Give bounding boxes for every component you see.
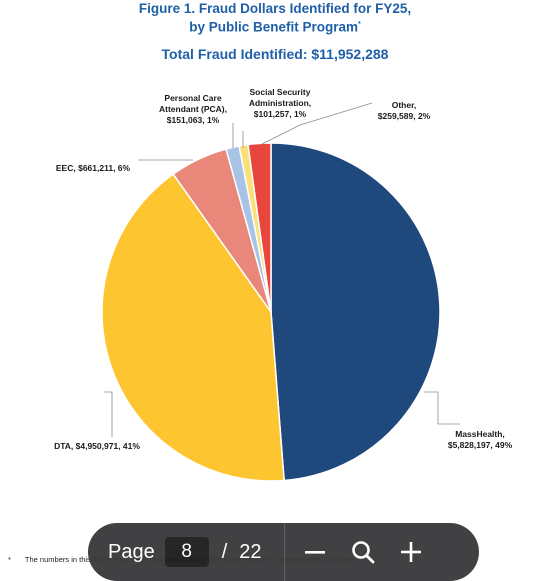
data-label-social-security-administration: Social Security Administration, $101,257, … (249, 87, 311, 119)
magnifier-icon (351, 541, 374, 564)
data-label-other: Other, $259,589, 2% (378, 100, 431, 121)
data-label-dta: DTA, $4,950,971, 41% (54, 441, 140, 451)
current-page-input[interactable]: 8 (164, 537, 209, 567)
leader-line-dta (104, 391, 113, 437)
zoom-out-button[interactable] (301, 538, 329, 566)
total-fraud-label: Total Fraud Identified: $11,952,288 (161, 46, 389, 62)
data-label-line: $259,589, 2% (378, 111, 431, 121)
leader-line-masshealth (424, 391, 460, 425)
figure-title-line-2-text: by Public Benefit Program (189, 19, 359, 35)
data-label-line: EEC, $661,211, 6% (56, 163, 131, 173)
figure-title-line-2: by Public Benefit Program* (0, 17, 550, 36)
data-label-personal-care-attendant-pca: Personal Care Attendant (PCA), $151,063, 1… (159, 93, 227, 125)
plus-icon (400, 542, 421, 562)
data-label-line: $101,257, 1% (254, 109, 307, 119)
data-label-eec: EEC, $661,211, 6% (56, 163, 131, 173)
title-footnote-marker: * (358, 21, 361, 28)
page-label: Page (108, 540, 155, 563)
data-label-line: Attendant (PCA), (159, 104, 227, 114)
pdf-viewer-toolbar: Page 8 / 22 (88, 523, 479, 581)
data-label-masshealth: MassHealth, $5,828,197, 49% (448, 429, 513, 450)
pie-slice-masshealth (270, 142, 441, 482)
data-label-line: Personal Care (164, 93, 221, 103)
data-label-line: $151,063, 1% (167, 115, 220, 125)
page-separator: / (221, 540, 228, 563)
footnote-marker: * (8, 555, 11, 564)
pie-slice-other (247, 142, 272, 313)
figure-title: Figure 1. Fraud Dollars Identified for F… (0, 1, 550, 36)
total-pages: 22 (239, 540, 262, 563)
minus-icon (304, 551, 325, 554)
toolbar-divider (283, 523, 285, 581)
data-label-line: Administration, (249, 98, 311, 108)
data-label-line: Social Security (250, 87, 311, 97)
figure-title-line-1: Figure 1. Fraud Dollars Identified for F… (138, 1, 412, 16)
leader-line-other (261, 102, 373, 145)
zoom-button[interactable] (349, 538, 377, 566)
pie-slice-dta (101, 173, 285, 482)
zoom-in-button[interactable] (397, 538, 425, 566)
data-label-line: Other, (392, 100, 417, 110)
data-label-line: DTA, $4,950,971, 41% (54, 441, 140, 451)
data-label-line: $5,828,197, 49% (448, 440, 513, 450)
data-label-line: MassHealth, (455, 429, 505, 439)
